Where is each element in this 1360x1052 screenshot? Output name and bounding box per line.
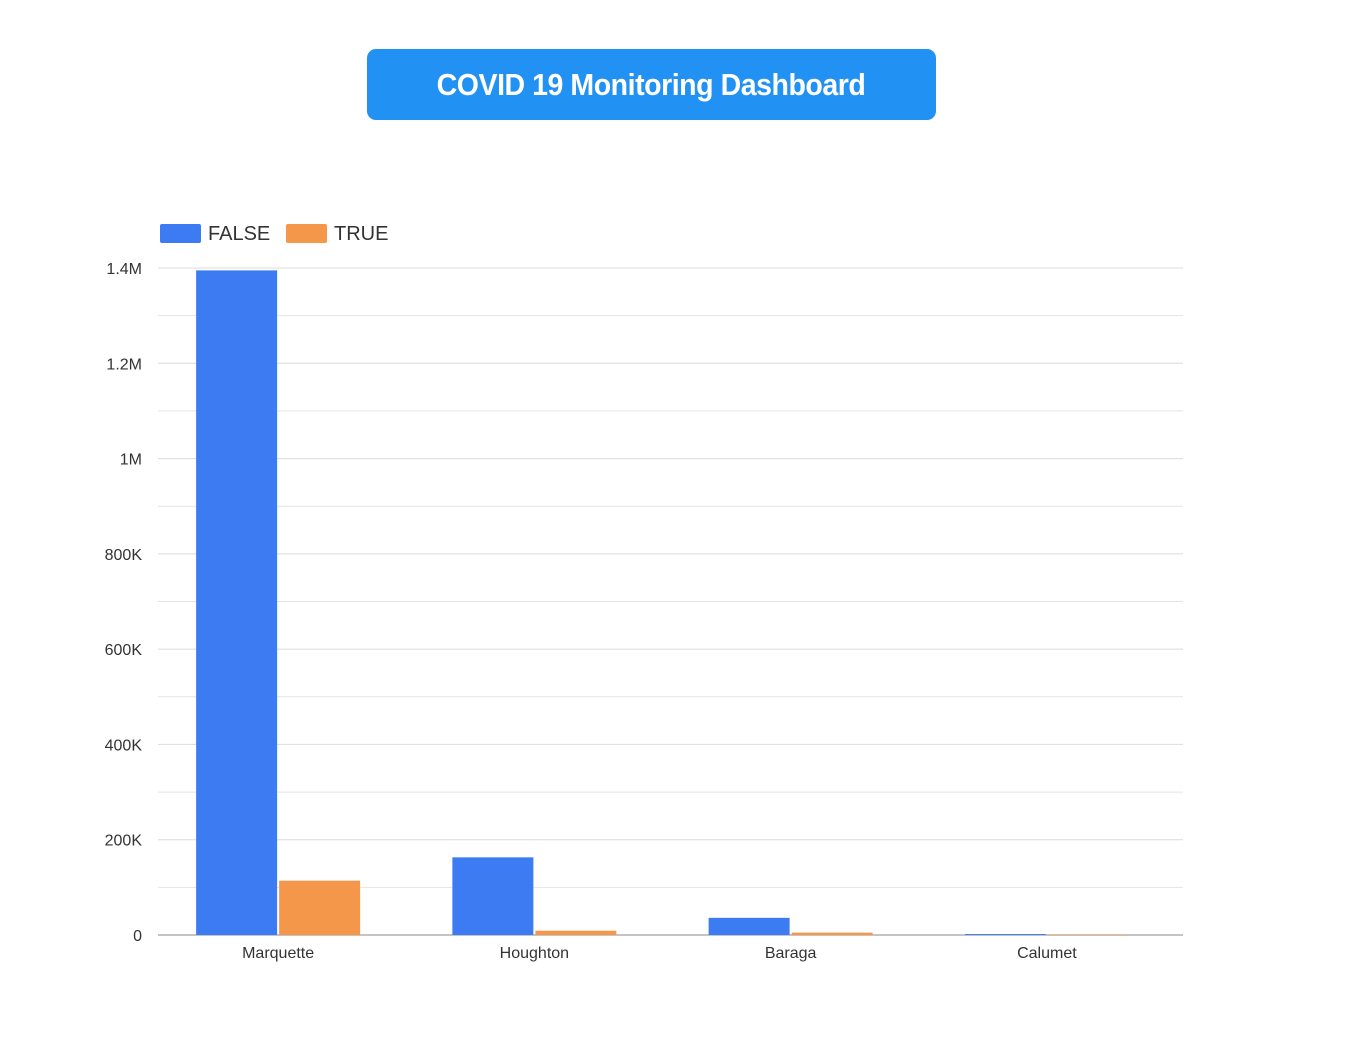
bar-marquette-false	[196, 270, 278, 935]
y-tick-label: 200K	[105, 833, 143, 850]
grid-lines	[158, 267, 1183, 936]
bar-houghton-false	[452, 857, 534, 935]
y-tick-label: 1.2M	[106, 356, 142, 373]
y-tick-label: 400K	[105, 737, 143, 754]
legend-swatch-true	[286, 224, 327, 243]
x-tick-label: Marquette	[242, 945, 314, 962]
bar-baraga-true	[791, 932, 873, 935]
dashboard-title: COVID 19 Monitoring Dashboard	[437, 66, 866, 102]
legend-label-false: FALSE	[208, 223, 270, 245]
legend-label-true: TRUE	[334, 223, 388, 245]
x-tick-label: Calumet	[1017, 945, 1077, 962]
y-axis-tick-labels: 0 200K 400K 600K 800K 1M 1.2M 1.4M	[105, 261, 143, 945]
bar-baraga-false	[708, 917, 790, 935]
x-axis-tick-labels: Marquette Houghton Baraga Calumet	[242, 945, 1077, 962]
y-tick-label: 0	[133, 928, 142, 945]
bar-marquette-true	[279, 880, 361, 935]
bar-houghton-true	[535, 930, 617, 935]
y-tick-label: 600K	[105, 642, 143, 659]
dashboard-title-banner: COVID 19 Monitoring Dashboard	[367, 49, 936, 120]
bar-calumet-false	[964, 934, 1046, 935]
x-tick-label: Houghton	[500, 945, 569, 962]
y-tick-label: 800K	[105, 547, 143, 564]
legend-swatch-false	[160, 224, 201, 243]
y-tick-label: 1.4M	[106, 261, 142, 278]
y-tick-label: 1M	[120, 452, 142, 469]
x-tick-label: Baraga	[765, 945, 817, 962]
bar-calumet-true	[1047, 934, 1129, 936]
legend: FALSE TRUE	[160, 223, 388, 245]
bars	[196, 270, 1129, 936]
